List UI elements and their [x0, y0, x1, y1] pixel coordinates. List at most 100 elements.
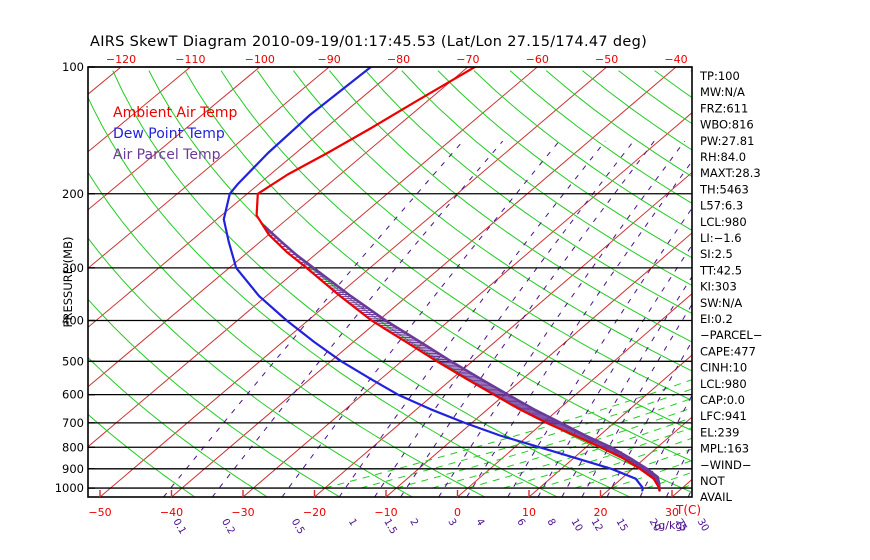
moist-adiabat-line	[574, 448, 692, 489]
parameter-line: SW:N/A	[700, 296, 742, 310]
parameter-line: LCL:980	[700, 215, 747, 229]
x-axis-mix-label: (g/kg)	[654, 519, 687, 532]
sounding-curve-parcel	[263, 225, 661, 492]
parameter-line: TT:42.5	[699, 263, 742, 277]
parameter-line: TP:100	[699, 69, 740, 83]
parameter-line: KI:303	[700, 280, 737, 294]
dry-adiabat-line	[88, 298, 341, 497]
bottom-temp-tick: −40	[160, 506, 183, 519]
sounding-curve-dewpoint	[222, 67, 644, 492]
top-temp-tick: −50	[595, 53, 618, 66]
x-axis-temp-label: T(C)	[675, 503, 701, 517]
parameter-line: EL:239	[700, 425, 740, 439]
parameter-line: MAXT:28.3	[700, 166, 761, 180]
bottom-temp-tick: 0	[454, 506, 461, 519]
dry-adiabat-line	[220, 70, 692, 432]
isotherm-line	[88, 67, 469, 388]
parameter-line: CAPE:477	[700, 344, 756, 358]
isotherm-line	[600, 416, 692, 497]
isobar-lines	[88, 66, 692, 489]
bottom-temp-tick: −50	[88, 506, 111, 519]
parameter-line: MW:N/A	[700, 85, 745, 99]
isotherm-line	[88, 67, 330, 269]
top-temp-tick: −110	[175, 53, 205, 66]
parameter-line: LFC:941	[700, 409, 747, 423]
parameter-line: −WIND−	[700, 458, 752, 472]
parameter-line: PW:27.81	[700, 134, 754, 148]
parameter-line: SI:2.5	[700, 247, 733, 261]
top-temp-tick: −90	[318, 53, 341, 66]
parameter-line: CINH:10	[700, 361, 747, 375]
parameter-line: EI:0.2	[700, 312, 733, 326]
pressure-tick-label: 1000	[55, 481, 84, 495]
top-temp-tick: −120	[106, 53, 136, 66]
pressure-tick-label: 500	[62, 354, 84, 368]
dry-adiabat-line	[437, 70, 692, 259]
pressure-tick-label: 800	[62, 440, 84, 454]
dry-adiabat-line	[88, 171, 486, 497]
isotherm-line	[88, 67, 399, 328]
isotherm-line	[88, 67, 191, 153]
top-temp-tick: −100	[245, 53, 275, 66]
dry-adiabat-line	[401, 70, 692, 286]
mixing-ratio-tick-label: 8	[545, 517, 558, 528]
mixing-ratio-tick-label: 2	[407, 517, 420, 528]
mixing-ratio-tick-label: 1	[346, 517, 359, 528]
bottom-temp-tick: −10	[374, 506, 397, 519]
dry-adiabat-line	[88, 356, 268, 497]
isotherm-line	[99, 67, 607, 497]
bottom-temp-tick: −20	[303, 506, 326, 519]
mixing-ratio-tick-label: 3	[445, 517, 458, 528]
top-temperature-axis: −120 −110 −100 −90 −80 −70 −60 −50 −40	[106, 53, 688, 66]
pressure-tick-label: 200	[62, 187, 84, 201]
legend-ambient-label: Ambient Air Temp	[113, 105, 238, 121]
legend-dewpoint-label: Dew Point Temp	[113, 126, 225, 142]
pressure-tick-label: 700	[62, 416, 84, 430]
dry-adiabat-line	[184, 70, 692, 462]
pressure-tick-label: 100	[62, 60, 84, 74]
top-temp-tick: −60	[526, 53, 549, 66]
mixing-ratio-tick-label: 6	[514, 517, 527, 528]
parameter-line: L57:6.3	[700, 199, 743, 213]
dry-adiabat-line	[365, 70, 692, 315]
isotherm-line	[314, 171, 692, 497]
moist-adiabat-line	[396, 397, 692, 489]
parameter-line: LI:−1.6	[700, 231, 742, 245]
y-axis-label: PRESSURE (MB)	[61, 237, 75, 328]
moist-adiabat-line	[467, 417, 692, 489]
pressure-axis-ticks: 100 200 300 400 500 600 700 800 900 1000	[55, 60, 95, 495]
legend: Ambient Air Temp Dew Point Temp Air Parc…	[113, 105, 238, 163]
moist-adiabat-line	[431, 407, 692, 489]
isotherm-line	[242, 112, 692, 497]
isotherm-line	[88, 67, 261, 211]
parameter-panel: TP:100 MW:N/A FRZ:611 WBO:816 PW:27.81 RH:84.…	[699, 69, 762, 504]
pressure-tick-label: 300	[62, 261, 84, 275]
parameter-line: WBO:816	[700, 118, 754, 132]
bottom-temp-tick: 10	[522, 506, 536, 519]
sounding-curve-ambient	[255, 67, 661, 492]
dry-adiabat-line	[256, 70, 692, 402]
isotherm-line	[171, 67, 677, 497]
isotherm-line	[88, 67, 538, 448]
top-temp-tick: −70	[456, 53, 479, 66]
parameter-line: FRZ:611	[700, 101, 748, 115]
pressure-tick-label: 600	[62, 388, 84, 402]
parameter-line: NOT	[700, 474, 726, 488]
top-temp-tick: −80	[387, 53, 410, 66]
bottom-temperature-axis: −50 −40 −30 −20 −10 0 10 20 30	[88, 490, 679, 519]
parameter-line: LCL:980	[700, 377, 747, 391]
dry-adiabat-line	[112, 70, 631, 497]
pressure-tick-label: 900	[62, 462, 84, 476]
parameter-line: MPL:163	[700, 442, 749, 456]
parameter-line: −PARCEL−	[700, 328, 762, 342]
parameter-line: TH:5463	[699, 182, 749, 196]
bottom-temp-tick: 20	[594, 506, 608, 519]
legend-parcel-label: Air Parcel Temp	[113, 147, 221, 163]
top-temp-tick: −40	[664, 53, 687, 66]
pressure-tick-label: 400	[62, 314, 84, 328]
page-title: AIRS SkewT Diagram 2010-09-19/01:17:45.5…	[90, 34, 647, 50]
parameter-line: CAP:0.0	[700, 393, 745, 407]
dry-adiabat-line	[88, 413, 196, 497]
